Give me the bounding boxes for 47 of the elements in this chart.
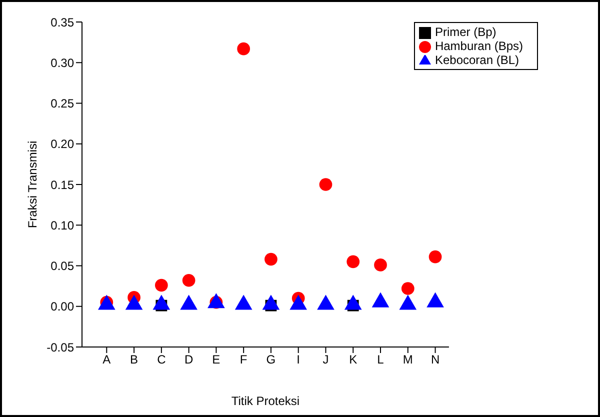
point [374, 258, 387, 272]
point [234, 294, 252, 310]
x-tick-label: B [130, 352, 138, 367]
x-tick-label: A [102, 352, 111, 367]
point [426, 292, 444, 308]
x-tick-label: G [266, 352, 276, 367]
y-tick-label: 0.10 [50, 218, 74, 232]
x-tick-label: M [402, 352, 413, 367]
y-tick-label: 0.00 [50, 300, 74, 314]
y-tick-label: 0.30 [50, 56, 74, 70]
point [372, 292, 390, 308]
y-tick-label: 0.20 [50, 137, 74, 152]
x-tick-label: I [296, 352, 300, 367]
point [401, 282, 414, 295]
point [152, 294, 170, 310]
x-tick-label: N [430, 352, 440, 367]
y-tick-label: 0.05 [50, 259, 74, 274]
point [399, 294, 417, 310]
point [290, 294, 308, 310]
point [319, 178, 332, 191]
point [264, 252, 278, 266]
point [237, 42, 250, 56]
point [154, 278, 168, 292]
point [180, 294, 198, 310]
legend-label: Hamburan (Bps) [434, 39, 523, 53]
x-tick-label: C [157, 352, 166, 367]
point [346, 255, 360, 268]
y-tick-label: 0.35 [50, 15, 74, 30]
x-tick-label: J [322, 352, 329, 367]
x-tick-label: L [377, 352, 384, 367]
y-tick-label: 0.25 [50, 96, 74, 111]
legend-label: Primer (Bp) [434, 25, 496, 39]
y-axis-title: Fraksi Transmisi [25, 140, 40, 228]
x-axis-title: Titik Proteksi [231, 394, 300, 408]
point [428, 250, 442, 264]
x-tick-label: F [240, 352, 248, 367]
x-tick-label: D [184, 352, 194, 367]
legend-label: Kebocoran (BL) [434, 53, 520, 67]
point [317, 294, 334, 310]
x-tick-label: E [212, 352, 220, 367]
y-tick-label: 0.15 [50, 178, 74, 192]
point [182, 274, 196, 287]
point [125, 294, 143, 310]
point [262, 294, 280, 310]
point [344, 294, 362, 310]
y-tick-label: -0.05 [46, 340, 74, 354]
x-tick-label: K [349, 352, 358, 367]
